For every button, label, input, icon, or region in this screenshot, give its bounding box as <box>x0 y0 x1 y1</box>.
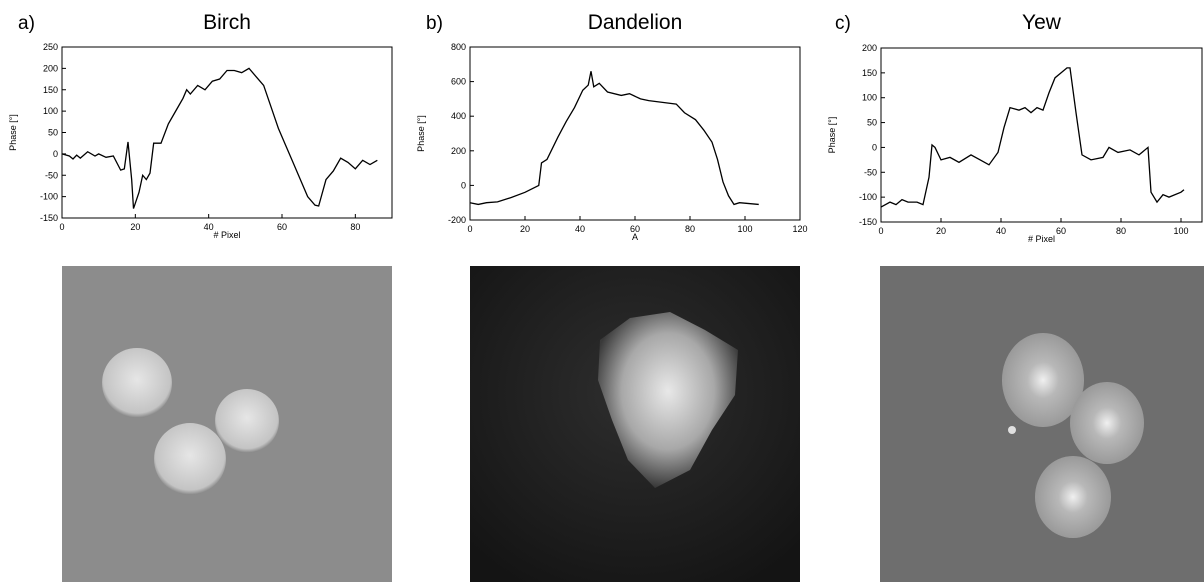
x-tick-label: 100 <box>737 224 752 234</box>
y-tick-label: 150 <box>43 85 58 95</box>
x-tick-label: 0 <box>878 226 883 236</box>
plot-frame <box>61 46 393 219</box>
y-tick-label: 200 <box>451 146 466 156</box>
x-axis-label: # Pixel <box>1028 234 1055 244</box>
x-tick-label: 20 <box>936 226 946 236</box>
data-line <box>469 71 759 206</box>
y-tick-label: 0 <box>461 180 466 190</box>
x-tick-label: 20 <box>520 224 530 234</box>
x-tick-label: 120 <box>792 224 807 234</box>
x-tick-label: 100 <box>1173 226 1188 236</box>
panel-label: b) <box>426 13 443 34</box>
y-tick-label: 100 <box>43 106 58 116</box>
x-tick-label: 40 <box>204 222 214 232</box>
y-axis-label: Phase [°] <box>416 115 426 152</box>
x-tick-label: 40 <box>575 224 585 234</box>
y-axis-label: Phase [°] <box>827 117 837 154</box>
panel-label: c) <box>835 13 851 34</box>
x-tick-label: 60 <box>277 222 287 232</box>
y-tick-label: 250 <box>43 42 58 52</box>
y-tick-label: 800 <box>451 42 466 52</box>
y-tick-label: 0 <box>53 149 58 159</box>
y-tick-label: 0 <box>872 142 877 152</box>
x-axis-label: # Pixel <box>213 230 240 240</box>
x-tick-label: 60 <box>630 224 640 234</box>
y-tick-label: -150 <box>40 213 58 223</box>
micrograph-dandelion <box>470 266 800 582</box>
y-tick-label: 200 <box>43 63 58 73</box>
y-tick-label: -100 <box>859 192 877 202</box>
y-tick-label: 50 <box>867 118 877 128</box>
plot-frame <box>880 47 1203 223</box>
chart-title: Dandelion <box>588 11 683 34</box>
y-tick-label: -200 <box>448 215 466 225</box>
y-axis-label: Phase [°] <box>8 114 18 151</box>
x-tick-label: 0 <box>467 224 472 234</box>
x-axis-label: A <box>632 232 638 242</box>
y-tick-label: 150 <box>862 68 877 78</box>
y-tick-label: -50 <box>864 167 877 177</box>
data-line <box>61 67 378 209</box>
x-tick-label: 80 <box>350 222 360 232</box>
y-tick-label: 400 <box>451 111 466 121</box>
micrograph-birch <box>62 266 392 582</box>
x-tick-label: 20 <box>130 222 140 232</box>
data-line <box>880 67 1185 208</box>
x-tick-label: 60 <box>1056 226 1066 236</box>
x-tick-label: 80 <box>685 224 695 234</box>
y-tick-label: -150 <box>859 217 877 227</box>
y-tick-label: -50 <box>45 170 58 180</box>
panel-label: a) <box>18 13 35 34</box>
chart-title: Yew <box>1022 11 1062 34</box>
chart-title: Birch <box>203 11 251 34</box>
y-tick-label: 200 <box>862 43 877 53</box>
micrograph-yew <box>880 266 1204 582</box>
y-tick-label: 50 <box>48 128 58 138</box>
y-tick-label: -100 <box>40 192 58 202</box>
x-tick-label: 40 <box>996 226 1006 236</box>
x-tick-label: 80 <box>1116 226 1126 236</box>
y-tick-label: 600 <box>451 77 466 87</box>
x-tick-label: 0 <box>59 222 64 232</box>
y-tick-label: 100 <box>862 93 877 103</box>
